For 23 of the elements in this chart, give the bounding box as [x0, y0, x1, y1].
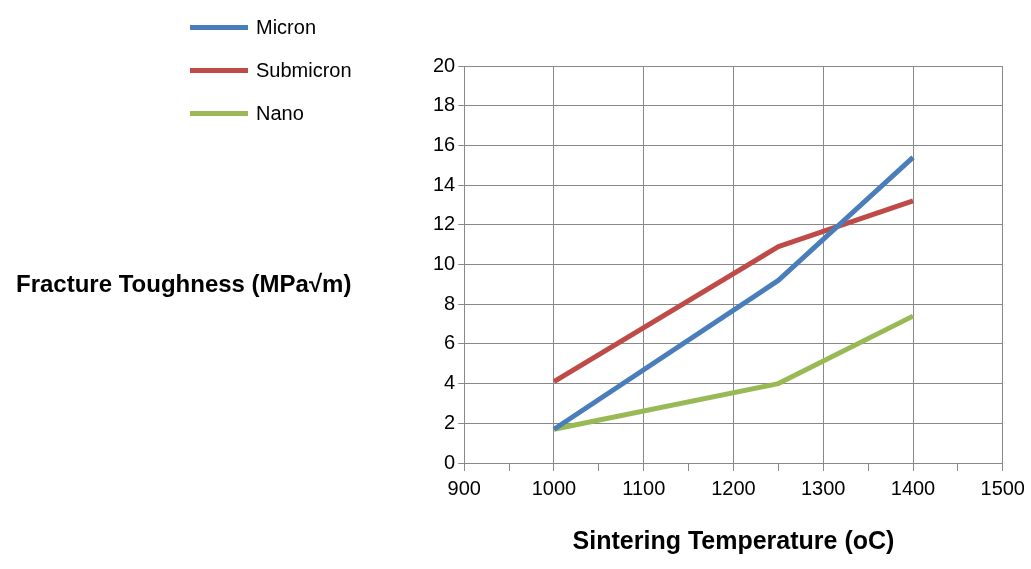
y-tick-label: 4 — [444, 371, 456, 394]
x-tick-label: 1400 — [890, 476, 936, 499]
x-tick-label: 1300 — [801, 476, 846, 499]
y-tick-label: 18 — [433, 93, 456, 116]
y-tick-label: 0 — [444, 450, 456, 473]
y-tick-label: 8 — [444, 291, 456, 314]
y-tick-label: 6 — [444, 331, 456, 354]
y-axis-title: Fracture Toughness (MPa√m) — [16, 270, 352, 298]
legend-label: Nano — [256, 102, 304, 125]
y-tick-label: 10 — [433, 252, 456, 275]
x-tick-label: 1500 — [980, 476, 1025, 499]
y-tick-label: 12 — [433, 212, 456, 235]
legend-label: Submicron — [256, 59, 352, 82]
legend-label: Micron — [256, 16, 317, 39]
x-axis-title: Sintering Temperature (oC) — [572, 525, 895, 554]
y-tick-label: 20 — [433, 53, 456, 76]
x-tick-label: 1100 — [622, 476, 666, 499]
x-tick-label: 1200 — [711, 476, 756, 499]
y-tick-label: 16 — [433, 132, 456, 155]
x-tick-label: 1000 — [531, 476, 577, 499]
y-tick-label: 2 — [444, 410, 456, 433]
x-tick-label: 900 — [447, 476, 481, 499]
y-tick-label: 14 — [433, 172, 456, 195]
